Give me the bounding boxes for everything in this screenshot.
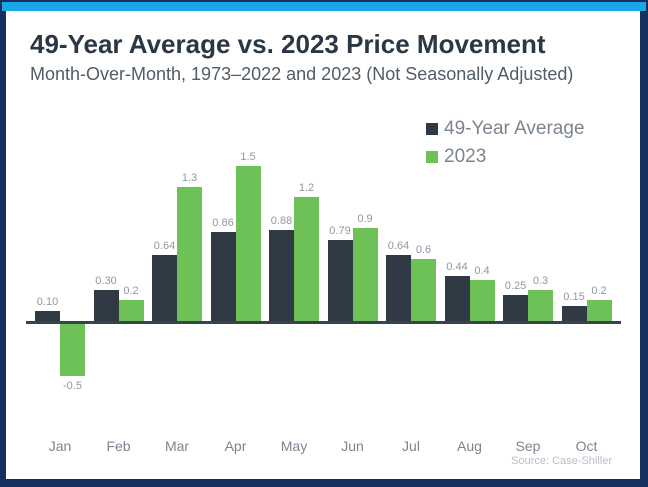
bar-49-year-average-apr	[210, 232, 236, 321]
bar-value-label: 0.30	[95, 275, 117, 287]
bar-2023-may	[294, 197, 319, 321]
bar-49-year-average-jul	[386, 255, 411, 321]
bar-value-label: 0.79	[329, 225, 351, 237]
accent-bar	[2, 2, 646, 11]
source-credit: Source: Case-Shiller	[511, 455, 612, 467]
x-axis-label-may: May	[280, 438, 308, 454]
bar-49-year-average-mar	[152, 255, 177, 321]
bar-49-year-average-feb	[93, 290, 119, 321]
legend-item-49-year-average: 49-Year Average	[426, 115, 585, 143]
x-axis-line	[26, 321, 621, 324]
bar-2023-oct	[586, 300, 612, 321]
bar-value-label: 0.10	[36, 296, 59, 308]
bar-value-label: 0.6	[415, 244, 432, 256]
x-axis-label-jul: Jul	[402, 438, 420, 454]
legend-label: 49-Year Average	[444, 118, 585, 139]
x-axis-label-jun: Jun	[341, 438, 364, 454]
legend-swatch-49-year-average	[426, 123, 438, 135]
x-axis-label-jan: Jan	[48, 438, 72, 454]
bar-2023-jan	[60, 324, 85, 376]
bar-value-label: 1.3	[181, 172, 198, 184]
bar-value-label: 0.44	[446, 261, 468, 273]
bar-2023-apr	[235, 166, 261, 321]
legend: 49-Year Average 2023	[426, 115, 585, 171]
x-axis-label-feb: Feb	[106, 438, 131, 454]
bar-value-label: 0.25	[504, 280, 527, 292]
bar-value-label: 0.4	[474, 265, 490, 277]
x-axis-label-apr: Apr	[224, 438, 247, 454]
bar-49-year-average-jun	[327, 240, 353, 321]
chart-subtitle: Month-Over-Month, 1973–2022 and 2023 (No…	[30, 64, 574, 84]
bar-49-year-average-jan	[35, 311, 60, 321]
bar-2023-sep	[528, 290, 553, 321]
chart-panel	[6, 11, 640, 479]
bar-49-year-average-sep	[503, 295, 528, 321]
bar-value-label: 0.15	[563, 291, 585, 303]
legend-item-2023: 2023	[426, 143, 585, 171]
bar-value-label: 0.86	[212, 217, 234, 229]
bar-49-year-average-oct	[561, 306, 587, 321]
bar-value-label: 0.64	[387, 240, 410, 252]
bar-value-label: 0.2	[123, 285, 139, 297]
legend-swatch-2023	[426, 151, 438, 163]
bar-value-label: 1.5	[240, 151, 256, 163]
bar-value-label: 1.2	[298, 182, 315, 194]
bar-value-label: 0.2	[591, 285, 607, 297]
chart-title: 49-Year Average vs. 2023 Price Movement	[30, 29, 546, 59]
x-axis-label-mar: Mar	[164, 438, 190, 454]
x-axis-label-oct: Oct	[575, 438, 598, 454]
bar-2023-feb	[118, 300, 144, 321]
bar-value-label: 0.64	[153, 240, 176, 252]
x-axis-label-sep: Sep	[515, 438, 541, 454]
bar-2023-jun	[352, 228, 378, 321]
bar-2023-aug	[469, 280, 495, 321]
x-axis-label-aug: Aug	[457, 438, 482, 454]
bar-value-label: 0.9	[357, 213, 373, 225]
bar-value-label: 0.3	[532, 275, 549, 287]
bar-value-label: 0.88	[270, 215, 293, 227]
bar-value-label: -0.5	[63, 380, 82, 392]
bar-2023-jul	[411, 259, 436, 321]
bar-2023-mar	[177, 187, 202, 321]
bar-49-year-average-may	[269, 230, 294, 321]
legend-label: 2023	[444, 146, 487, 167]
bar-49-year-average-aug	[444, 276, 470, 321]
